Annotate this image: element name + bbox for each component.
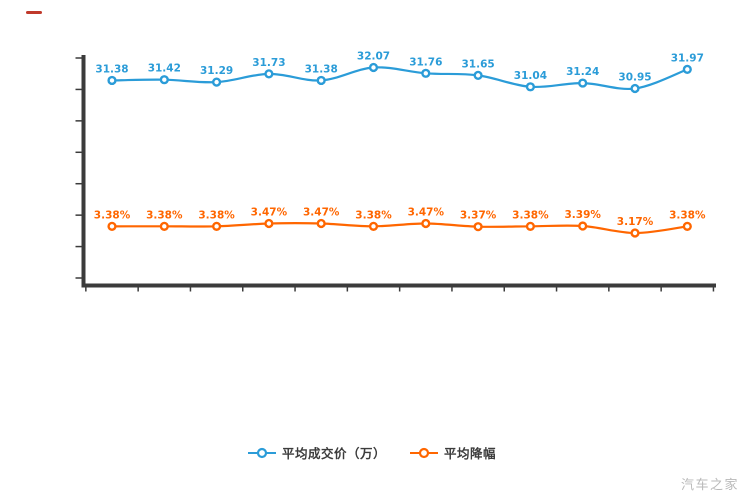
data-point-marker-s1-8[interactable] [525, 221, 536, 231]
data-point-label-s0-8: 31.04 [514, 70, 547, 82]
data-point-label-s0-4: 31.38 [305, 63, 338, 75]
data-point-marker-s1-11[interactable] [682, 221, 692, 231]
data-point-label-s0-0: 31.38 [95, 63, 128, 75]
data-point-label-s1-8: 3.38% [512, 209, 549, 221]
data-point-marker-s1-2[interactable] [212, 221, 222, 231]
data-point-label-s0-2: 31.29 [200, 65, 233, 77]
data-point-marker-s1-9[interactable] [578, 221, 588, 231]
data-point-label-s1-5: 3.38% [355, 209, 392, 221]
legend: 平均成交价（万） 平均降幅 [0, 443, 744, 462]
data-point-label-s0-9: 31.24 [566, 66, 599, 78]
series-line-0 [111, 66, 688, 91]
data-point-marker-s0-2[interactable] [212, 77, 222, 87]
data-point-marker-s1-5[interactable] [368, 221, 379, 231]
data-point-marker-s0-4[interactable] [316, 75, 326, 86]
data-point-marker-s0-0[interactable] [107, 75, 117, 86]
data-point-marker-s0-6[interactable] [421, 68, 431, 78]
data-point-marker-s0-5[interactable] [368, 62, 379, 73]
data-point-label-s0-5: 32.07 [357, 51, 390, 63]
data-point-label-s0-1: 31.42 [148, 63, 181, 75]
legend-item-avg-discount[interactable]: 平均降幅 [410, 443, 496, 462]
data-point-label-s1-10: 3.17% [617, 216, 654, 228]
legend-line-marker-orange-icon [410, 447, 438, 458]
data-point-label-s1-1: 3.38% [146, 209, 183, 221]
data-point-label-s0-6: 31.76 [409, 56, 442, 68]
data-point-label-s1-11: 3.38% [669, 209, 706, 221]
data-point-marker-s0-9[interactable] [578, 78, 588, 88]
data-point-marker-s1-0[interactable] [107, 221, 117, 231]
data-point-label-s0-11: 31.97 [671, 52, 704, 64]
data-point-label-s1-7: 3.37% [460, 210, 497, 222]
data-point-marker-s0-1[interactable] [159, 75, 169, 85]
data-point-label-s1-6: 3.47% [408, 207, 445, 219]
data-point-label-s0-10: 30.95 [618, 72, 651, 84]
data-point-marker-s1-7[interactable] [473, 222, 483, 232]
data-point-label-s0-3: 31.73 [252, 57, 285, 69]
legend-label-avg-price: 平均成交价（万） [281, 446, 386, 461]
data-point-label-s1-2: 3.38% [198, 209, 235, 221]
data-point-marker-s0-11[interactable] [682, 64, 692, 74]
data-point-label-s1-9: 3.39% [564, 209, 601, 221]
series-line-1 [111, 222, 688, 235]
legend-item-avg-price[interactable]: 平均成交价（万） [247, 443, 386, 462]
x-axis-line [81, 283, 716, 288]
data-point-label-s1-0: 3.38% [94, 209, 131, 221]
data-point-label-s1-3: 3.47% [251, 207, 288, 219]
data-point-marker-s0-3[interactable] [264, 69, 274, 79]
data-point-label-s1-4: 3.47% [303, 207, 340, 219]
data-point-label-s0-7: 31.65 [461, 58, 494, 70]
top-left-red-dash [26, 11, 42, 14]
data-point-marker-s1-3[interactable] [264, 218, 274, 229]
data-point-marker-s1-4[interactable] [316, 218, 326, 229]
data-point-marker-s1-1[interactable] [159, 221, 169, 231]
legend-line-marker-blue-icon [247, 447, 276, 458]
y-axis-line [81, 55, 86, 288]
data-point-marker-s0-7[interactable] [473, 70, 483, 80]
data-point-marker-s1-6[interactable] [421, 218, 431, 229]
data-point-marker-s0-10[interactable] [630, 83, 640, 94]
legend-label-avg-discount: 平均降幅 [444, 446, 497, 461]
data-point-marker-s0-8[interactable] [525, 82, 536, 92]
data-point-marker-s1-10[interactable] [630, 228, 640, 238]
watermark-autohome: 汽车之家 [680, 478, 739, 493]
